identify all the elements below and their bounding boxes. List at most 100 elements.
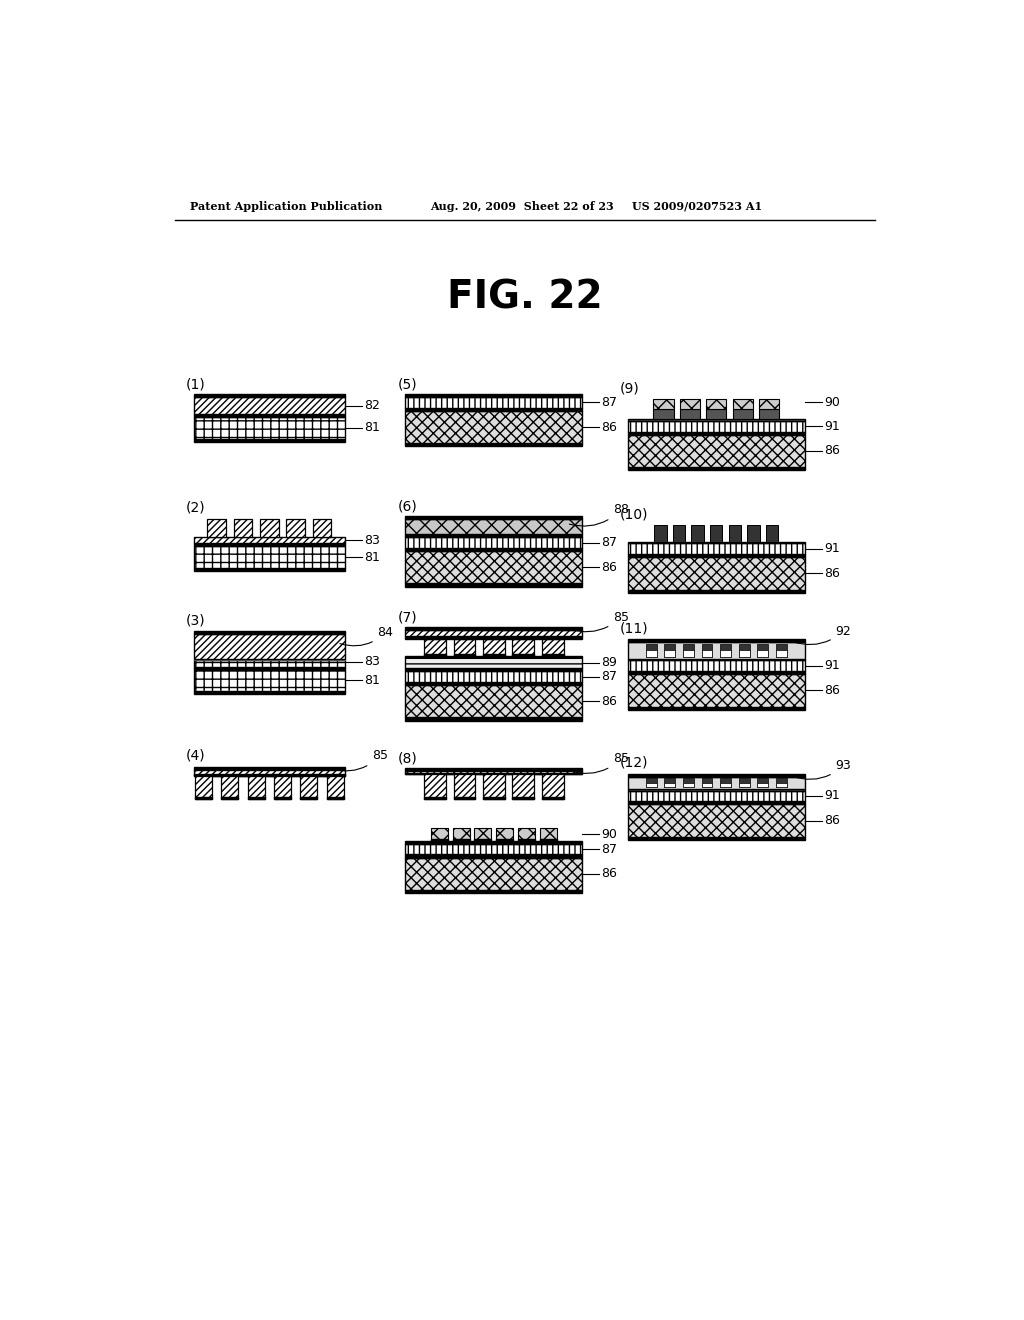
Bar	[512, 775, 535, 799]
Bar	[720, 644, 731, 657]
Bar	[406, 627, 583, 630]
Bar	[406, 768, 583, 771]
Text: (8): (8)	[397, 752, 418, 766]
Bar	[327, 776, 344, 799]
Bar	[759, 400, 779, 409]
Bar	[300, 797, 317, 799]
Bar	[248, 776, 265, 799]
Bar	[194, 667, 345, 669]
Bar	[424, 797, 445, 799]
Bar	[474, 829, 492, 841]
Bar	[628, 434, 805, 467]
Bar	[776, 644, 786, 657]
Text: 82: 82	[365, 399, 380, 412]
Bar	[424, 639, 445, 656]
Text: Patent Application Publication: Patent Application Publication	[190, 201, 382, 211]
Text: FIG. 22: FIG. 22	[447, 279, 602, 315]
Bar	[406, 548, 583, 552]
Text: 89: 89	[601, 656, 617, 669]
Text: 86: 86	[824, 684, 840, 697]
Bar	[665, 644, 675, 657]
Text: 86: 86	[601, 867, 617, 880]
Bar	[195, 797, 212, 799]
Bar	[195, 776, 212, 799]
Bar	[406, 516, 583, 519]
Bar	[194, 546, 345, 568]
Text: 81: 81	[365, 550, 380, 564]
Text: 85: 85	[569, 752, 629, 774]
Bar	[748, 525, 760, 543]
Bar	[758, 779, 768, 788]
Bar	[776, 783, 786, 788]
Bar	[300, 776, 317, 799]
Text: 93: 93	[792, 759, 851, 779]
Bar	[628, 804, 805, 837]
Text: 87: 87	[601, 536, 617, 549]
Bar	[194, 770, 345, 776]
Bar	[406, 668, 583, 671]
Text: 91: 91	[824, 789, 840, 803]
Bar	[673, 525, 685, 543]
Bar	[628, 675, 805, 706]
Bar	[646, 783, 656, 788]
Bar	[406, 519, 583, 535]
Bar	[313, 519, 332, 537]
Bar	[680, 409, 700, 420]
Bar	[406, 395, 583, 397]
Text: 92: 92	[792, 624, 851, 644]
Bar	[628, 557, 805, 590]
Text: 83: 83	[365, 656, 380, 668]
Bar	[628, 420, 805, 421]
Text: (11): (11)	[621, 622, 649, 635]
Bar	[233, 519, 252, 537]
Text: 86: 86	[824, 814, 840, 828]
Bar	[406, 444, 583, 446]
Text: US 2009/0207523 A1: US 2009/0207523 A1	[632, 201, 762, 211]
Bar	[665, 779, 675, 788]
Bar	[453, 829, 470, 841]
Bar	[701, 644, 713, 657]
Text: (6): (6)	[397, 499, 418, 513]
Bar	[512, 655, 535, 656]
Bar	[628, 544, 805, 554]
Bar	[406, 397, 583, 408]
Bar	[720, 651, 731, 657]
Bar	[496, 829, 513, 841]
Bar	[628, 706, 805, 710]
Bar	[274, 797, 291, 799]
Bar	[483, 797, 505, 799]
Text: 87: 87	[601, 842, 617, 855]
Bar	[406, 718, 583, 721]
Bar	[540, 829, 557, 841]
Bar	[707, 400, 726, 409]
Text: 91: 91	[824, 420, 840, 433]
Bar	[406, 535, 583, 537]
Bar	[628, 467, 805, 470]
Bar	[221, 776, 239, 799]
Bar	[691, 525, 703, 543]
Bar	[194, 414, 345, 417]
Bar	[720, 783, 731, 788]
Text: 86: 86	[824, 566, 840, 579]
Bar	[194, 635, 345, 659]
Text: (1): (1)	[186, 378, 206, 392]
Bar	[766, 525, 778, 543]
Bar	[431, 840, 449, 841]
Bar	[653, 400, 674, 409]
Bar	[454, 797, 475, 799]
Text: (5): (5)	[397, 378, 418, 392]
Bar	[542, 797, 563, 799]
Bar	[406, 774, 583, 775]
Bar	[406, 854, 583, 858]
Text: 86: 86	[601, 561, 617, 574]
Bar	[653, 409, 674, 420]
Bar	[758, 783, 768, 788]
Text: 87: 87	[601, 396, 617, 409]
Bar	[194, 669, 345, 692]
Text: 87: 87	[601, 671, 617, 684]
Bar	[628, 421, 805, 432]
Bar	[542, 775, 563, 799]
Bar	[406, 656, 583, 657]
Bar	[512, 639, 535, 656]
Bar	[701, 783, 713, 788]
